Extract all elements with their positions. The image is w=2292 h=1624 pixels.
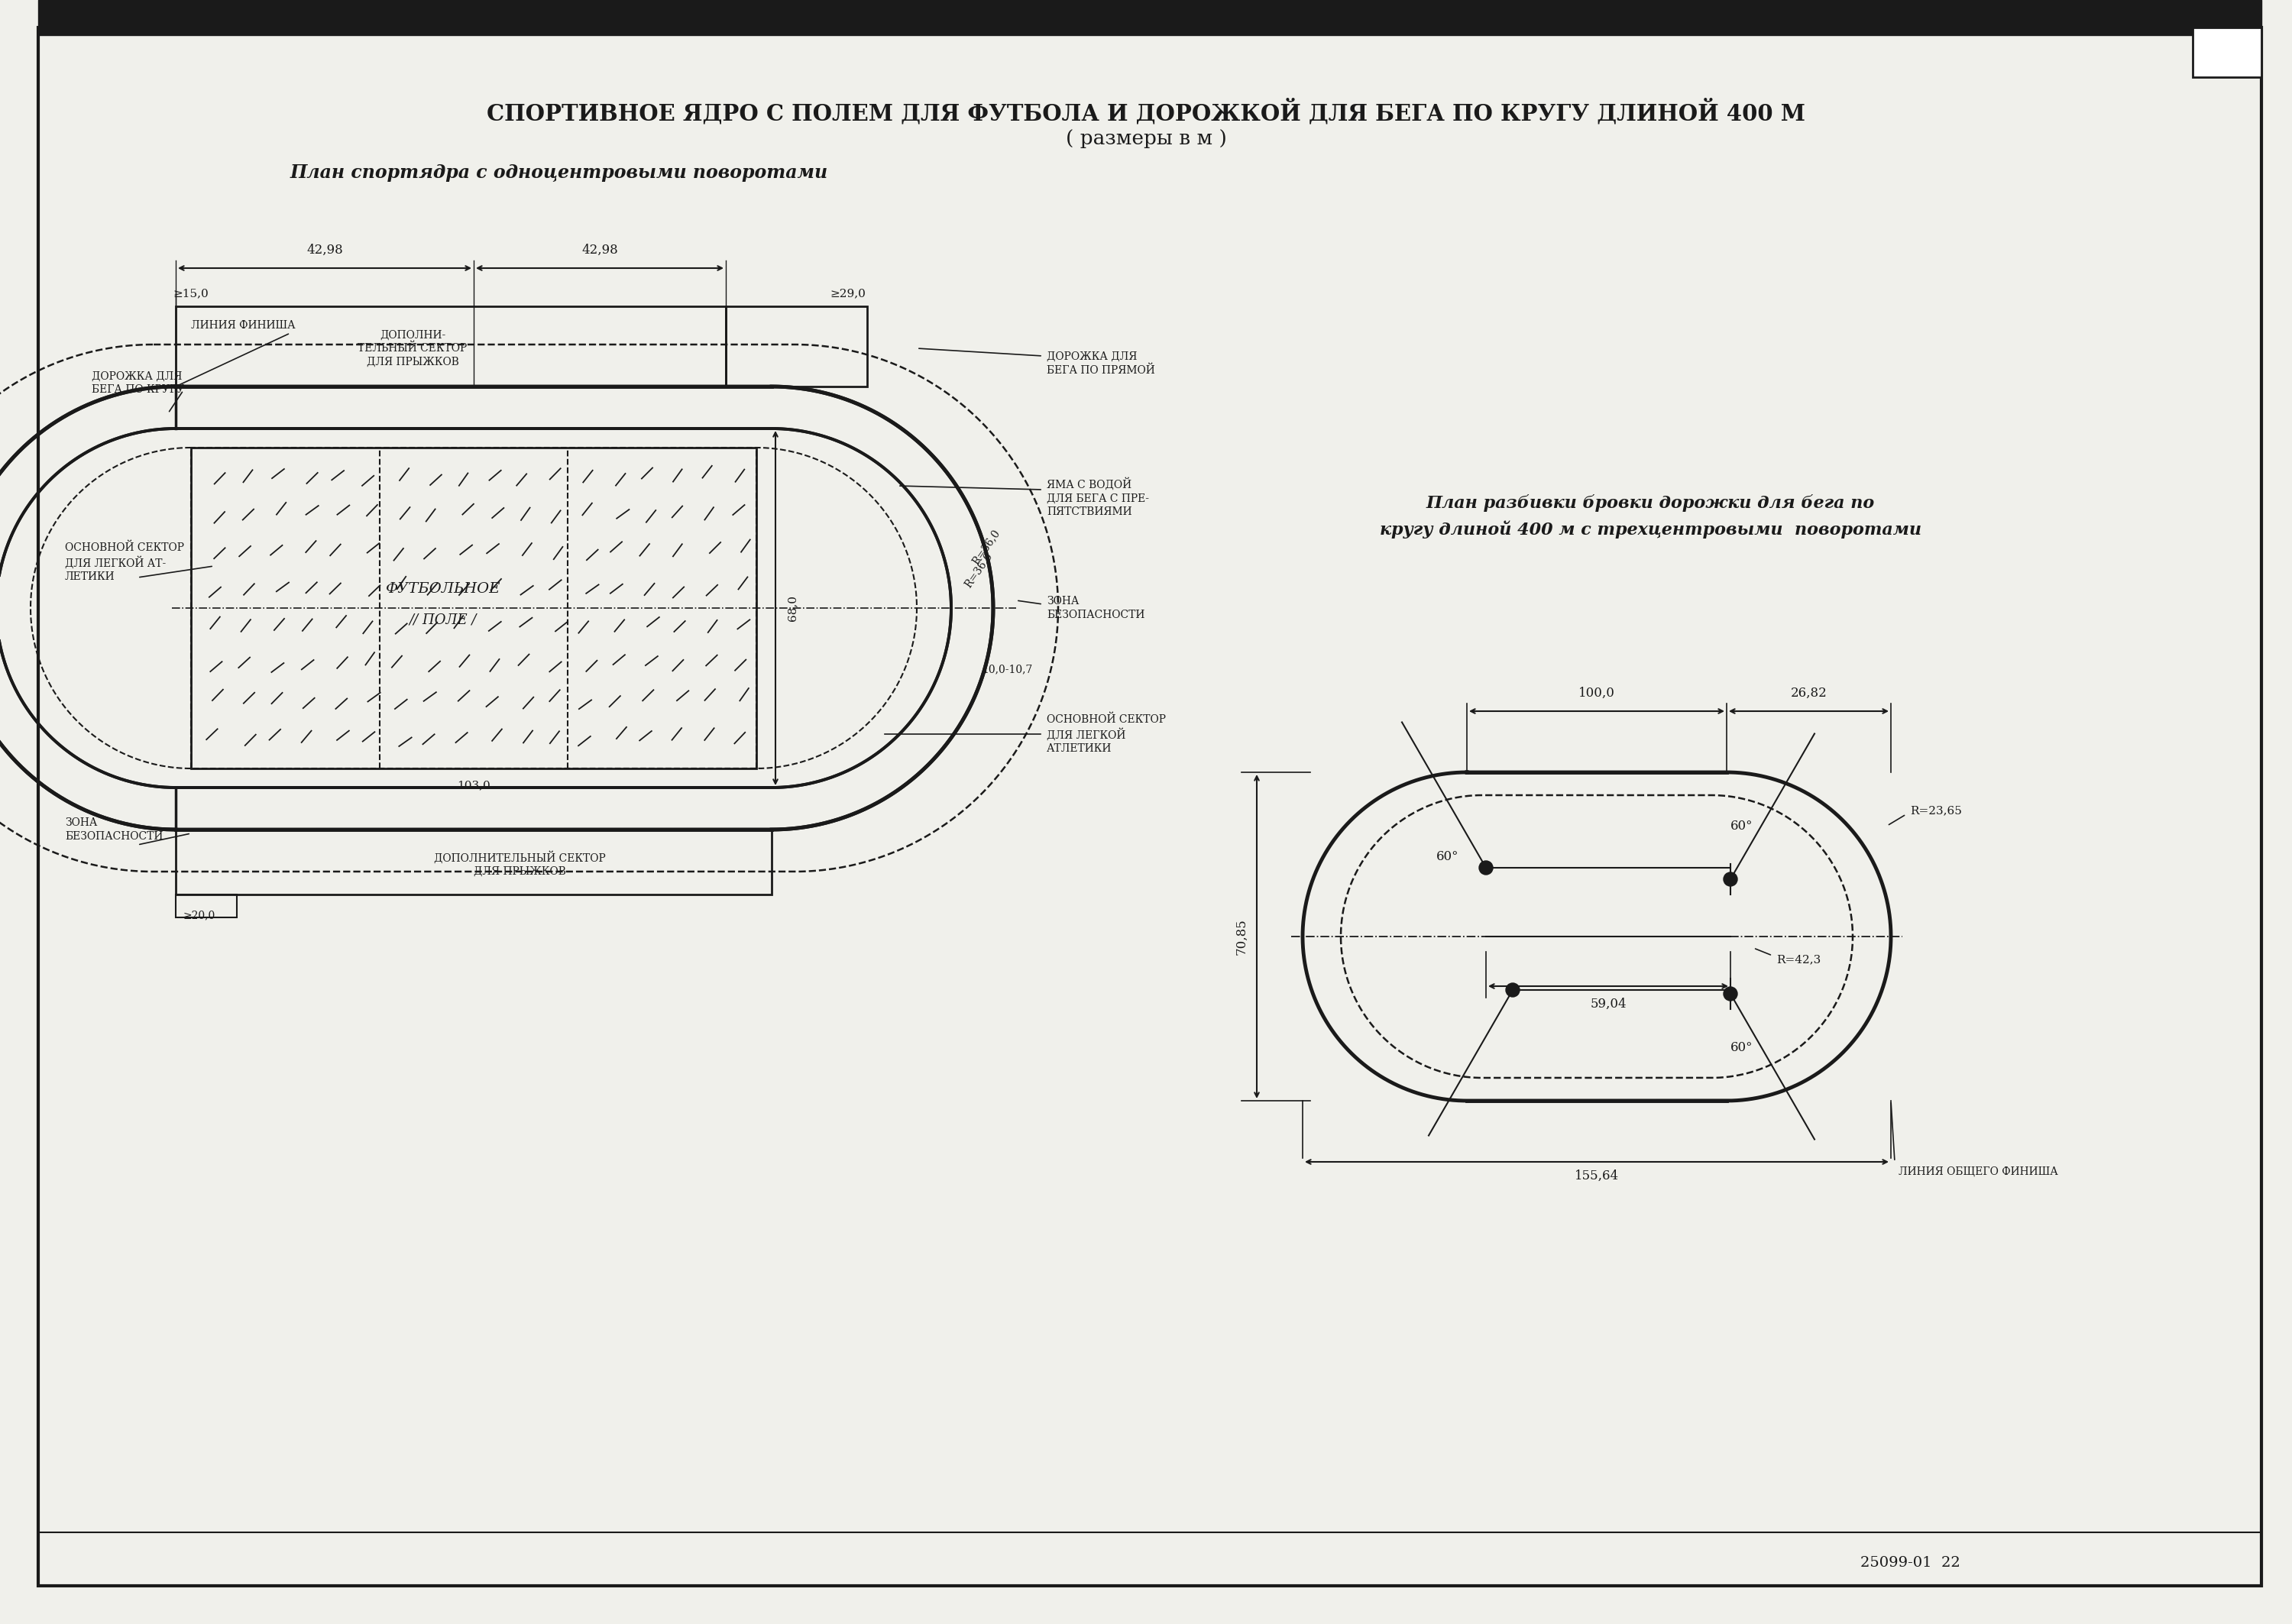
Circle shape bbox=[1478, 861, 1492, 875]
Text: ≥29,0: ≥29,0 bbox=[830, 287, 866, 299]
Text: План спортядра с одноцентровыми поворотами: План спортядра с одноцентровыми поворота… bbox=[291, 164, 827, 182]
Text: 68,0: 68,0 bbox=[786, 594, 798, 620]
Text: ЗОНА
БЕЗОПАСНОСТИ: ЗОНА БЕЗОПАСНОСТИ bbox=[1047, 596, 1144, 620]
Text: R=42,3: R=42,3 bbox=[1776, 953, 1820, 965]
Text: План разбивки бровки дорожки для бега по
кругу длиной 400 м с трехцентровыми  по: План разбивки бровки дорожки для бега по… bbox=[1380, 494, 1921, 539]
Text: 42,98: 42,98 bbox=[582, 244, 619, 257]
Text: 100,0: 100,0 bbox=[1579, 687, 1616, 700]
Circle shape bbox=[1724, 987, 1737, 1000]
Text: 59,04: 59,04 bbox=[1591, 997, 1627, 1010]
Text: // ПОЛЕ /: // ПОЛЕ / bbox=[410, 612, 477, 627]
Circle shape bbox=[1724, 872, 1737, 887]
Bar bbox=[176, 307, 727, 387]
Bar bbox=[727, 307, 866, 387]
Bar bbox=[190, 448, 756, 768]
Text: 60°: 60° bbox=[1730, 818, 1753, 831]
Text: ЛИНИЯ ФИНИША: ЛИНИЯ ФИНИША bbox=[190, 320, 296, 331]
Text: ( размеры в м ): ( размеры в м ) bbox=[1066, 128, 1226, 148]
Text: ЯМА С ВОДОЙ
ДЛЯ БЕГА С ПРЕ-
ПЯТСТВИЯМИ: ЯМА С ВОДОЙ ДЛЯ БЕГА С ПРЕ- ПЯТСТВИЯМИ bbox=[1047, 477, 1148, 516]
Text: R=23,65: R=23,65 bbox=[1909, 806, 1962, 815]
Text: 25099-01  22: 25099-01 22 bbox=[1861, 1556, 1960, 1570]
Text: ≥15,0: ≥15,0 bbox=[174, 287, 209, 299]
Text: 42,98: 42,98 bbox=[307, 244, 344, 257]
Text: 10,0-10,7: 10,0-10,7 bbox=[981, 664, 1031, 674]
Text: ОСНОВНОЙ СЕКТОР
ДЛЯ ЛЕГКОЙ
АТЛЕТИКИ: ОСНОВНОЙ СЕКТОР ДЛЯ ЛЕГКОЙ АТЛЕТИКИ bbox=[1047, 715, 1167, 754]
Bar bbox=[176, 895, 236, 918]
Text: ДОРОЖКА ДЛЯ
БЕГА ПО КРУГУ: ДОРОЖКА ДЛЯ БЕГА ПО КРУГУ bbox=[92, 370, 183, 395]
Text: 155,64: 155,64 bbox=[1575, 1169, 1618, 1182]
Text: ≥20,0: ≥20,0 bbox=[183, 909, 215, 921]
Text: ОСНОВНОЙ СЕКТОР
ДЛЯ ЛЕГКОЙ АТ-
ЛЕТИКИ: ОСНОВНОЙ СЕКТОР ДЛЯ ЛЕГКОЙ АТ- ЛЕТИКИ bbox=[64, 542, 183, 583]
Text: 21: 21 bbox=[2205, 37, 2248, 68]
Circle shape bbox=[1506, 983, 1520, 997]
Text: ФУТБОЛЬНОЕ: ФУТБОЛЬНОЕ bbox=[385, 581, 500, 596]
Bar bbox=[2193, 28, 2262, 78]
Text: 70,85: 70,85 bbox=[1235, 918, 1247, 955]
Bar bbox=[176, 830, 772, 895]
Text: R=36,0: R=36,0 bbox=[963, 551, 995, 590]
Text: СПОРТИВНОЕ ЯДРО С ПОЛЕМ ДЛЯ ФУТБОЛА И ДОРОЖКОЙ ДЛЯ БЕГА ПО КРУГУ ДЛИНОЙ 400 М: СПОРТИВНОЕ ЯДРО С ПОЛЕМ ДЛЯ ФУТБОЛА И ДО… bbox=[486, 99, 1806, 125]
Text: 60°: 60° bbox=[1730, 1041, 1753, 1054]
Text: 60°: 60° bbox=[1437, 849, 1460, 862]
Text: ДОРОЖКА ДЛЯ
БЕГА ПО ПРЯМОЙ: ДОРОЖКА ДЛЯ БЕГА ПО ПРЯМОЙ bbox=[1047, 351, 1155, 375]
Text: 103,0: 103,0 bbox=[456, 780, 490, 791]
Text: ЗОНА
БЕЗОПАСНОСТИ: ЗОНА БЕЗОПАСНОСТИ bbox=[64, 817, 163, 841]
Text: 26,82: 26,82 bbox=[1790, 687, 1827, 700]
Text: ДОПОЛНИТЕЛЬНЫЙ СЕКТОР
ДЛЯ ПРЫЖКОВ: ДОПОЛНИТЕЛЬНЫЙ СЕКТОР ДЛЯ ПРЫЖКОВ bbox=[433, 851, 605, 877]
Text: R=36,0: R=36,0 bbox=[970, 528, 1002, 567]
Text: ЛИНИЯ ОБЩЕГО ФИНИША: ЛИНИЯ ОБЩЕГО ФИНИША bbox=[1898, 1166, 2058, 1176]
Text: ДОПОЛНИ-
ТЕЛЬНЫЙ СЕКТОР
ДЛЯ ПРЫЖКОВ: ДОПОЛНИ- ТЕЛЬНЫЙ СЕКТОР ДЛЯ ПРЫЖКОВ bbox=[358, 330, 468, 367]
